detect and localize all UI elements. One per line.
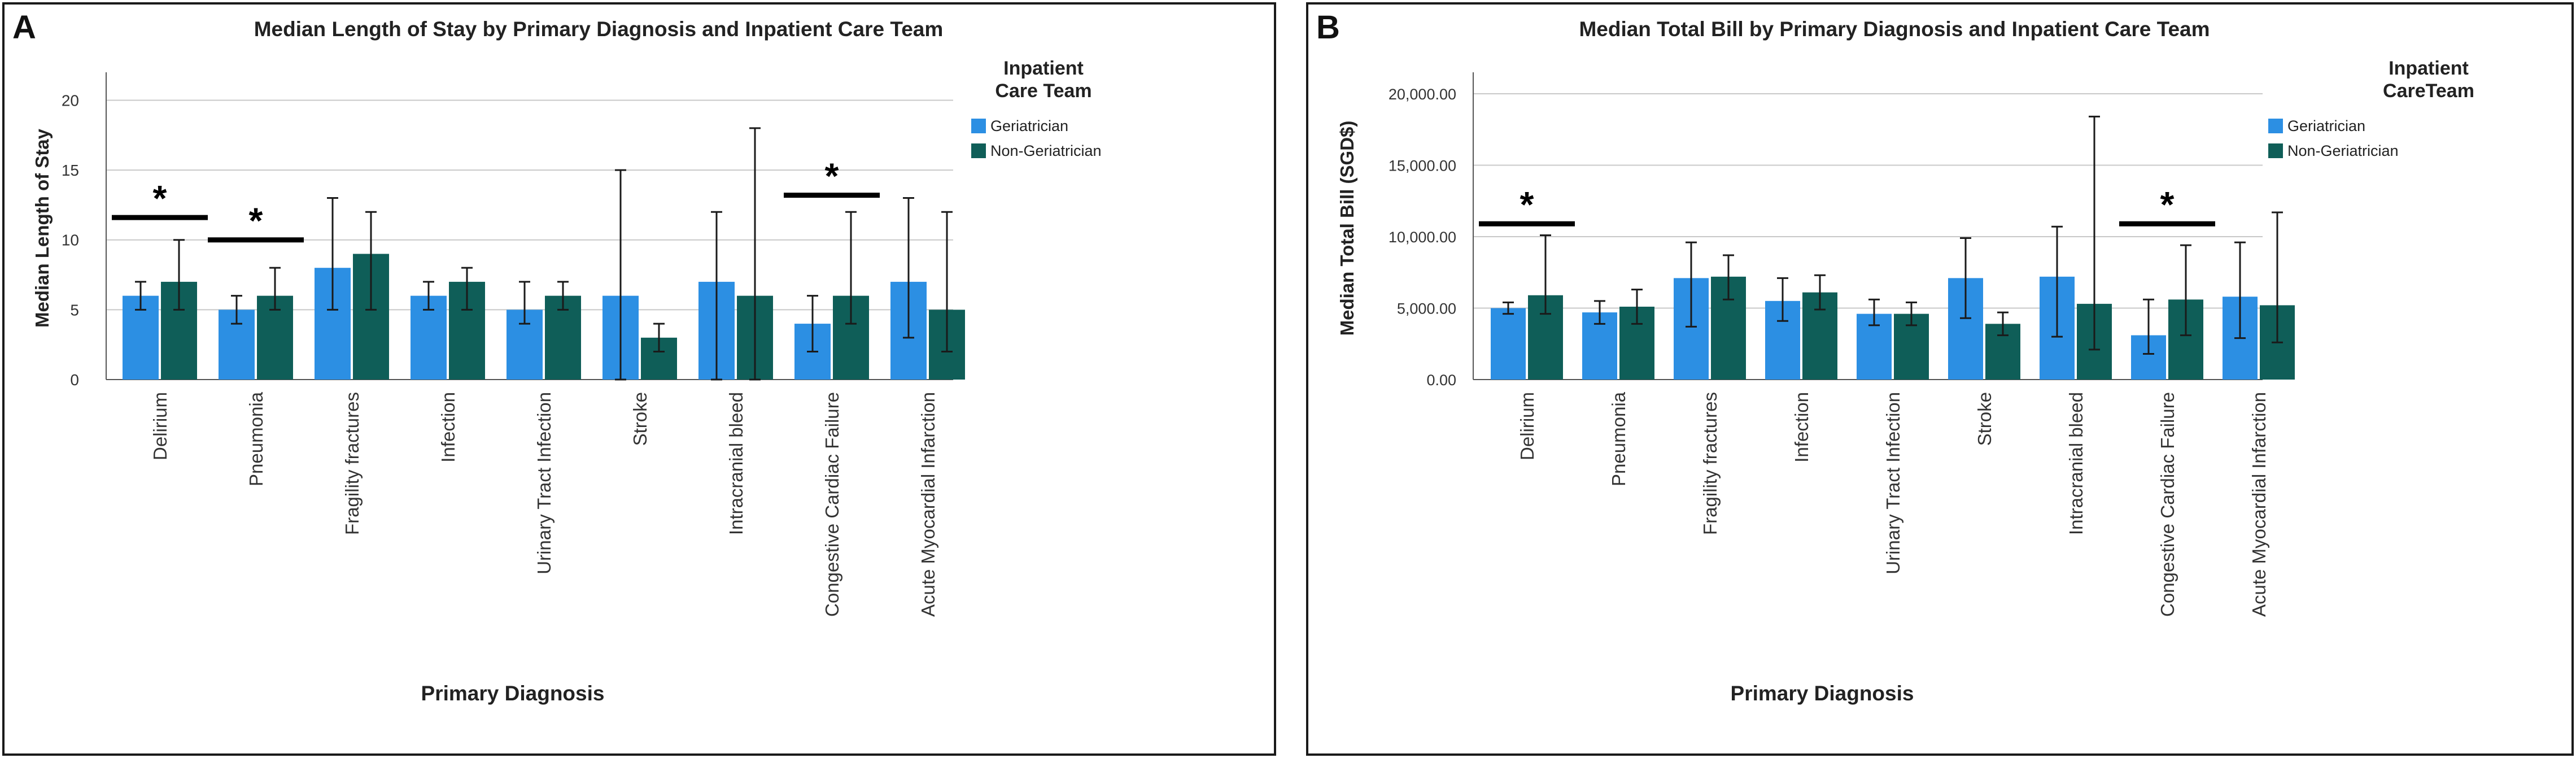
legend-swatch-a-non-geriatrician xyxy=(971,143,986,158)
legend-b: Inpatient CareTeam Geriatrician Non-Geri… xyxy=(2268,58,2474,159)
x-tick-label: Urinary Tract Infection xyxy=(534,392,555,574)
x-tick-label: Intracranial bleed xyxy=(2066,392,2086,535)
x-tick-label: Congestive Cardiac Failure xyxy=(2157,392,2178,617)
x-tick-label: Infection xyxy=(1791,392,1812,463)
x-tick-label: Urinary Tract Infection xyxy=(1883,392,1903,574)
significance-star: * xyxy=(153,178,167,219)
bar-geriatrician xyxy=(1491,308,1526,380)
y-tick-label: 20,000.00 xyxy=(1389,86,1456,103)
panel-a: A Median Length of Stay by Primary Diagn… xyxy=(2,2,1276,756)
y-axis-label-b: Median Total Bill (SGD$) xyxy=(1337,121,1357,336)
y-tick-label: 0 xyxy=(70,371,79,389)
x-tick-label: Infection xyxy=(438,392,459,463)
bars-a xyxy=(123,254,965,380)
legend-swatch-b-non-geriatrician xyxy=(2268,143,2283,158)
x-tick-label: Fragility fractures xyxy=(342,392,363,535)
significance-star: * xyxy=(2160,184,2175,225)
legend-label-b-geriatrician: Geriatrician xyxy=(2287,117,2365,134)
y-ticks-b: 0.00 5,000.00 10,000.00 15,000.00 20,000.00 xyxy=(1389,86,1456,389)
panel-letter-b: B xyxy=(1316,9,1340,46)
significance-markers-b: * * xyxy=(1479,184,2215,226)
y-tick-label: 15,000.00 xyxy=(1389,157,1456,174)
x-tick-label: Intracranial bleed xyxy=(726,392,746,535)
bars-b xyxy=(1491,276,2295,380)
significance-star: * xyxy=(1520,184,1534,225)
y-tick-label: 10,000.00 xyxy=(1389,229,1456,246)
error-bars-b xyxy=(1503,115,2283,355)
x-tick-label: Fragility fractures xyxy=(1700,392,1721,535)
legend-label-a-non-geriatrician: Non-Geriatrician xyxy=(990,142,1102,159)
x-tick-label: Pneumonia xyxy=(1608,391,1629,486)
x-tick-label: Stroke xyxy=(630,392,650,446)
error-bars-a xyxy=(135,127,953,381)
chart-a: A Median Length of Stay by Primary Diagn… xyxy=(12,9,1102,705)
x-axis-label-a: Primary Diagnosis xyxy=(421,682,605,705)
legend-label-a-geriatrician: Geriatrician xyxy=(990,117,1068,134)
chart-b: B Median Total Bill by Primary Diagnosis… xyxy=(1316,9,2474,705)
panel-b: B Median Total Bill by Primary Diagnosis… xyxy=(1306,2,2574,756)
x-tick-label: Delirium xyxy=(150,392,171,460)
legend-title-b-1: Inpatient xyxy=(2389,58,2469,79)
x-tick-label: Pneumonia xyxy=(246,391,267,486)
x-tick-label: Acute Myocardial Infarction xyxy=(2248,392,2269,617)
x-tick-label: Delirium xyxy=(1517,392,1538,460)
y-tick-label: 20 xyxy=(62,92,79,109)
legend-title-a-2: Care Team xyxy=(995,80,1091,102)
x-axis-label-b: Primary Diagnosis xyxy=(1731,682,1914,705)
y-tick-label: 10 xyxy=(62,232,79,249)
y-tick-label: 5,000.00 xyxy=(1397,300,1456,317)
x-tick-labels-a: Delirium Pneumonia Fragility fractures Infe… xyxy=(150,391,938,617)
legend-a: Inpatient Care Team Geriatrician Non-Ger… xyxy=(971,58,1102,159)
significance-star: * xyxy=(249,201,263,241)
legend-swatch-a-geriatrician xyxy=(971,119,986,133)
y-tick-label: 0.00 xyxy=(1426,372,1456,389)
x-tick-label: Congestive Cardiac Failure xyxy=(822,392,842,617)
x-tick-label: Stroke xyxy=(1974,392,1995,446)
chart-title-b: Median Total Bill by Primary Diagnosis a… xyxy=(1579,18,2210,41)
y-tick-label: 15 xyxy=(62,162,79,179)
x-tick-label: Acute Myocardial Infarction xyxy=(918,392,938,617)
significance-markers-a: * * * xyxy=(112,156,880,243)
legend-swatch-b-geriatrician xyxy=(2268,119,2283,133)
chart-title-a: Median Length of Stay by Primary Diagnos… xyxy=(254,18,944,41)
y-axis-label-a: Median Length of Stay xyxy=(32,128,53,328)
legend-title-a-1: Inpatient xyxy=(1003,58,1084,79)
y-tick-label: 5 xyxy=(70,301,79,319)
legend-title-b-2: CareTeam xyxy=(2383,80,2474,102)
panel-letter-a: A xyxy=(12,9,36,46)
x-tick-labels-b: Delirium Pneumonia Fragility fractures Infe… xyxy=(1517,391,2269,617)
significance-star: * xyxy=(825,156,839,197)
legend-label-b-non-geriatrician: Non-Geriatrician xyxy=(2287,142,2399,159)
y-ticks-a: 0 5 10 15 20 xyxy=(62,92,79,389)
